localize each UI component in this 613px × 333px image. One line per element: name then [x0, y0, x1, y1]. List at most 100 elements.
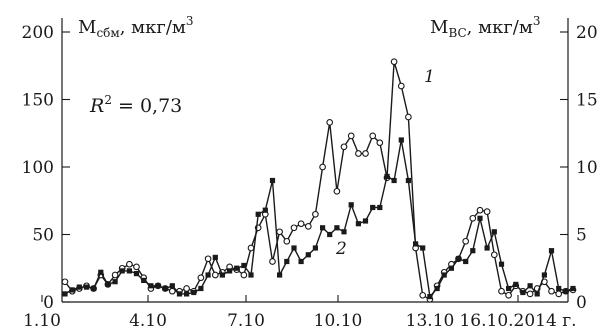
series-2-point [141, 277, 147, 283]
r-squared-annotation: R2 = 0,73 [89, 93, 182, 117]
series-2-point [126, 268, 132, 274]
series-1-point [240, 271, 248, 279]
series-1-point [183, 285, 190, 292]
x-tick-label: 7.10 [227, 311, 265, 331]
series-2-point [527, 283, 533, 289]
series-2-point [184, 291, 190, 297]
series-2-point [269, 177, 276, 184]
series-2-point [498, 261, 505, 267]
x-tick-label: 10.10 [314, 311, 363, 331]
series-2-point [298, 258, 304, 265]
series-2-point [570, 285, 576, 292]
series-2-point [212, 254, 218, 260]
series-1-point [319, 163, 326, 171]
series-2-point [334, 225, 340, 231]
series-1-point [548, 287, 555, 295]
series-2-point [463, 258, 469, 265]
series-2-point [277, 272, 283, 278]
series-2-point [105, 281, 111, 287]
right-tick-label: 20 [576, 23, 598, 43]
series-2-point [563, 288, 569, 294]
series-1-point [340, 143, 348, 151]
series-2-point [470, 248, 476, 254]
series-2-point [98, 269, 104, 275]
left-axis-title: Mсбм, мкг/м3 [78, 14, 194, 40]
series-1-point [247, 244, 255, 252]
series-2-point [119, 268, 125, 274]
ticks-layer: 0 50 100 150 200 0 5 10 15 20 1.10 4.10 7.10 10.10 13.… [22, 23, 598, 331]
series-2-point [219, 272, 225, 278]
series-2-point [305, 252, 311, 258]
series-2-point [405, 177, 411, 184]
series-2-point [248, 272, 254, 278]
series-1-point [197, 274, 205, 282]
series-2-point [198, 285, 204, 292]
series-1-point [168, 287, 176, 295]
left-tick-label: 200 [22, 23, 54, 43]
series-2-point [413, 241, 419, 247]
series-1-point [355, 150, 362, 157]
series-2-point [548, 248, 555, 254]
series-2-point [541, 272, 547, 278]
series-1-point [276, 228, 283, 236]
series-2-point [434, 285, 440, 292]
series-2-point [148, 283, 154, 289]
series-2-point [291, 245, 297, 251]
left-tick-label: 150 [22, 91, 54, 111]
series-2-point [234, 265, 240, 271]
series-2-point [341, 229, 347, 235]
series-2-point [491, 229, 497, 235]
series-2-point [520, 289, 526, 296]
series-1-point [476, 206, 484, 214]
series-1-point [333, 187, 341, 195]
series-2-point [377, 204, 383, 211]
series-1-point [405, 113, 412, 121]
series-2-point [205, 272, 211, 278]
series-2-point [362, 218, 369, 224]
series-1-point [462, 237, 470, 245]
right-tick-label: 0 [576, 293, 587, 313]
series-2-point [284, 258, 290, 265]
left-tick-label: 0 [43, 293, 54, 313]
series-1-point [419, 291, 427, 299]
series-2-point [420, 245, 426, 251]
series-1-point [269, 258, 276, 265]
series-2-point [384, 173, 390, 179]
series-2-point [62, 291, 68, 297]
left-tick-label: 100 [22, 158, 54, 178]
series-1-point [469, 214, 477, 222]
series-2-point [262, 207, 268, 213]
series-1-point [304, 223, 312, 230]
series-1-point [490, 251, 498, 259]
series-2-point [370, 204, 376, 211]
series-1-point [347, 132, 355, 140]
series-1-point [369, 132, 377, 140]
series-2-point [484, 245, 490, 251]
series-2-point [348, 202, 354, 208]
series-2-point [241, 262, 247, 269]
series-2-point [69, 287, 75, 293]
series-2-point [427, 294, 433, 300]
series-2-point [398, 137, 404, 143]
series-1-point [505, 291, 512, 299]
series-1-point [362, 150, 369, 157]
series-2-point [355, 221, 361, 227]
series-2-point [312, 245, 318, 251]
series-2-point [112, 279, 118, 285]
series-2-point [455, 256, 462, 262]
series-1-point [397, 82, 405, 90]
x-tick-label: 13.10 [406, 311, 455, 331]
series-1-point [133, 263, 140, 271]
series-2-point [327, 231, 333, 238]
series-1-point [390, 58, 398, 66]
series-2-point [506, 285, 512, 292]
series-1-point [498, 287, 505, 295]
series-1-point [312, 210, 319, 218]
series-1-point [204, 255, 212, 263]
right-tick-label: 15 [576, 91, 598, 111]
series-2-point [227, 268, 233, 274]
series-2-point [513, 281, 519, 287]
right-tick-label: 10 [576, 158, 598, 178]
right-tick-label: 5 [576, 226, 587, 246]
